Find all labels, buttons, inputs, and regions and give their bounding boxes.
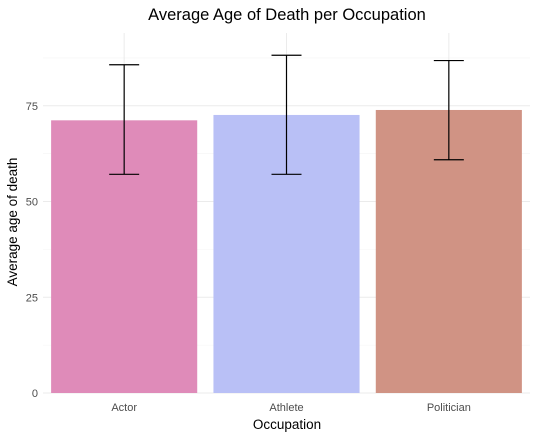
error-bars	[109, 54, 464, 175]
x-axis-title: Occupation	[253, 417, 321, 432]
x-tick-label-athlete: Athlete	[269, 402, 303, 414]
chart-title: Average Age of Death per Occupation	[148, 6, 426, 24]
error-bar-politician	[433, 59, 464, 161]
x-axis-ticks: Actor Athlete Politician	[111, 402, 471, 414]
y-tick-label: 50	[26, 197, 38, 209]
error-bar-athlete	[271, 54, 302, 175]
y-axis-ticks: 0 25 50 75	[26, 101, 38, 400]
y-tick-label: 25	[26, 292, 38, 304]
y-tick-label: 0	[32, 388, 38, 400]
x-tick-label-actor: Actor	[111, 402, 137, 414]
y-tick-label: 75	[26, 101, 38, 113]
y-axis-title: Average age of death	[5, 158, 20, 287]
error-bar-actor	[109, 64, 140, 175]
x-tick-label-politician: Politician	[427, 402, 471, 414]
